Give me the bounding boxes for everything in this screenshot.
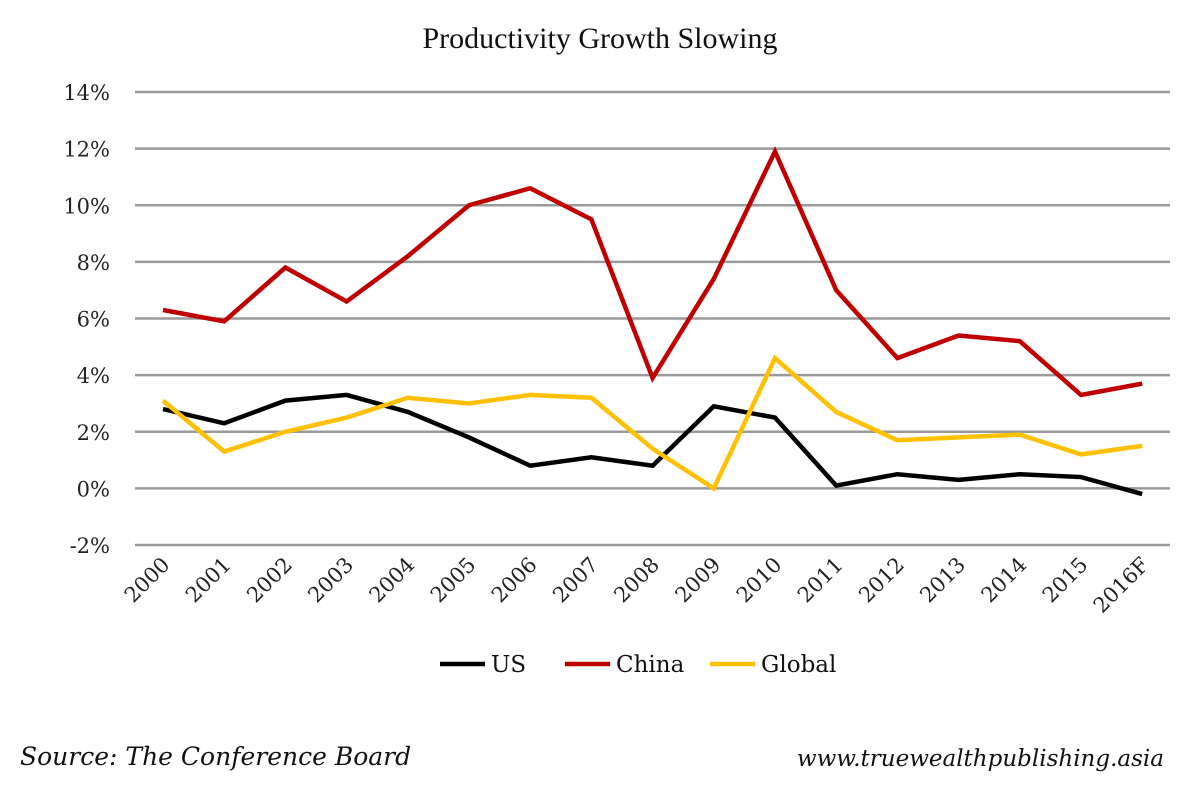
- x-tick-label: 2010: [732, 553, 787, 608]
- y-tick-label: 6%: [77, 308, 110, 332]
- y-tick-label: 12%: [63, 138, 110, 162]
- y-tick-label: 14%: [63, 81, 110, 105]
- chart-title: Productivity Growth Slowing: [422, 22, 778, 55]
- x-tick-label: 2001: [181, 553, 236, 608]
- x-tick-label: 2004: [365, 553, 420, 608]
- x-tick-label: 2005: [426, 553, 481, 608]
- x-tick-label: 2000: [120, 553, 175, 608]
- x-tick-label: 2016F: [1089, 553, 1154, 618]
- x-tick-label: 2008: [609, 553, 664, 608]
- y-tick-label: -2%: [70, 534, 110, 558]
- y-tick-label: 0%: [77, 477, 110, 501]
- website-url: www.truewealthpublishing.asia: [796, 746, 1164, 772]
- x-tick-label: 2011: [793, 553, 848, 608]
- x-tick-label: 2014: [977, 553, 1032, 608]
- series-line-china: [162, 146, 1143, 398]
- x-tick-label: 2009: [671, 553, 726, 608]
- y-tick-label: 8%: [77, 251, 110, 275]
- legend-label: China: [616, 652, 685, 678]
- y-tick-label: 4%: [77, 364, 110, 388]
- x-tick-label: 2013: [915, 553, 970, 608]
- series-line-us: [162, 392, 1143, 497]
- y-tick-label: 2%: [77, 421, 110, 445]
- legend-label: Global: [761, 652, 836, 678]
- y-tick-label: 10%: [63, 194, 110, 218]
- x-tick-label: 2003: [303, 553, 358, 608]
- x-tick-label: 2006: [487, 553, 542, 608]
- legend-label: US: [491, 652, 526, 678]
- source-note: Source: The Conference Board: [20, 742, 412, 771]
- x-tick-label: 2002: [242, 553, 297, 608]
- x-tick-label: 2015: [1038, 553, 1093, 608]
- x-tick-label: 2012: [854, 553, 909, 608]
- x-tick-label: 2007: [548, 553, 603, 608]
